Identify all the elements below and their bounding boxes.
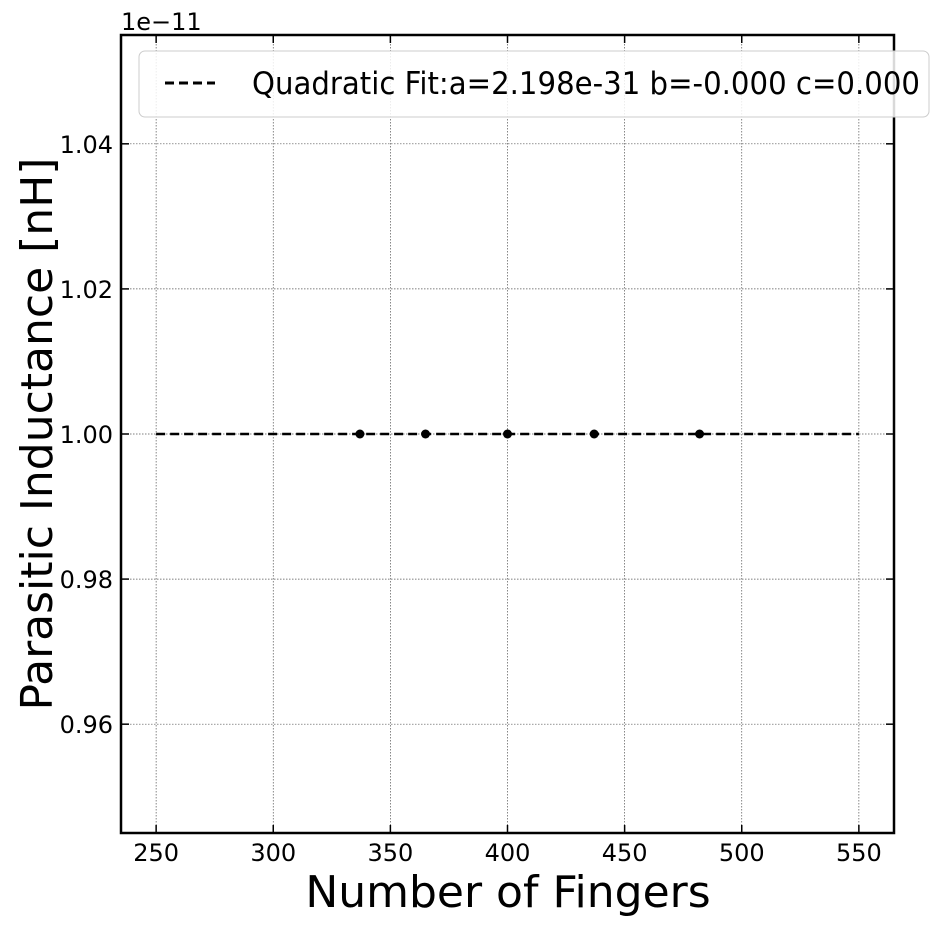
x-axis-title: Number of Fingers [305,867,710,918]
x-tick-label: 250 [133,839,179,867]
x-tick-label: 350 [367,839,413,867]
data-point [421,429,431,439]
y-tick-label: 0.98 [60,566,113,594]
x-tick-label: 450 [602,839,648,867]
y-tick-label: 1.00 [60,421,113,449]
y-tick-label: 1.04 [60,131,113,159]
y-tick-label: 0.96 [60,711,113,739]
data-point [589,429,599,439]
x-tick-label: 500 [719,839,765,867]
data-point [503,429,512,439]
legend-box [138,50,930,118]
data-points [355,429,705,439]
x-tick-label: 300 [250,839,296,867]
data-point [355,429,365,439]
x-axis-ticks: 250 300 350 400 450 500 550 [133,35,882,867]
y-offset-label: 1e−11 [121,8,202,36]
legend-label: Quadratic Fit:a=2.198e-31 b=-0.000 c=0.0… [252,66,920,102]
plot-frame [119,33,896,835]
y-axis-ticks: 0.96 0.98 1.00 1.02 1.04 [60,131,894,739]
data-point [695,429,705,439]
x-tick-label: 400 [485,839,531,867]
legend: Quadratic Fit:a=2.198e-31 b=-0.000 c=0.0… [138,50,930,118]
y-tick-label: 1.02 [60,276,113,304]
x-tick-label: 550 [836,839,882,867]
y-axis-title: Parasitic Inductance [nH] [12,158,63,711]
